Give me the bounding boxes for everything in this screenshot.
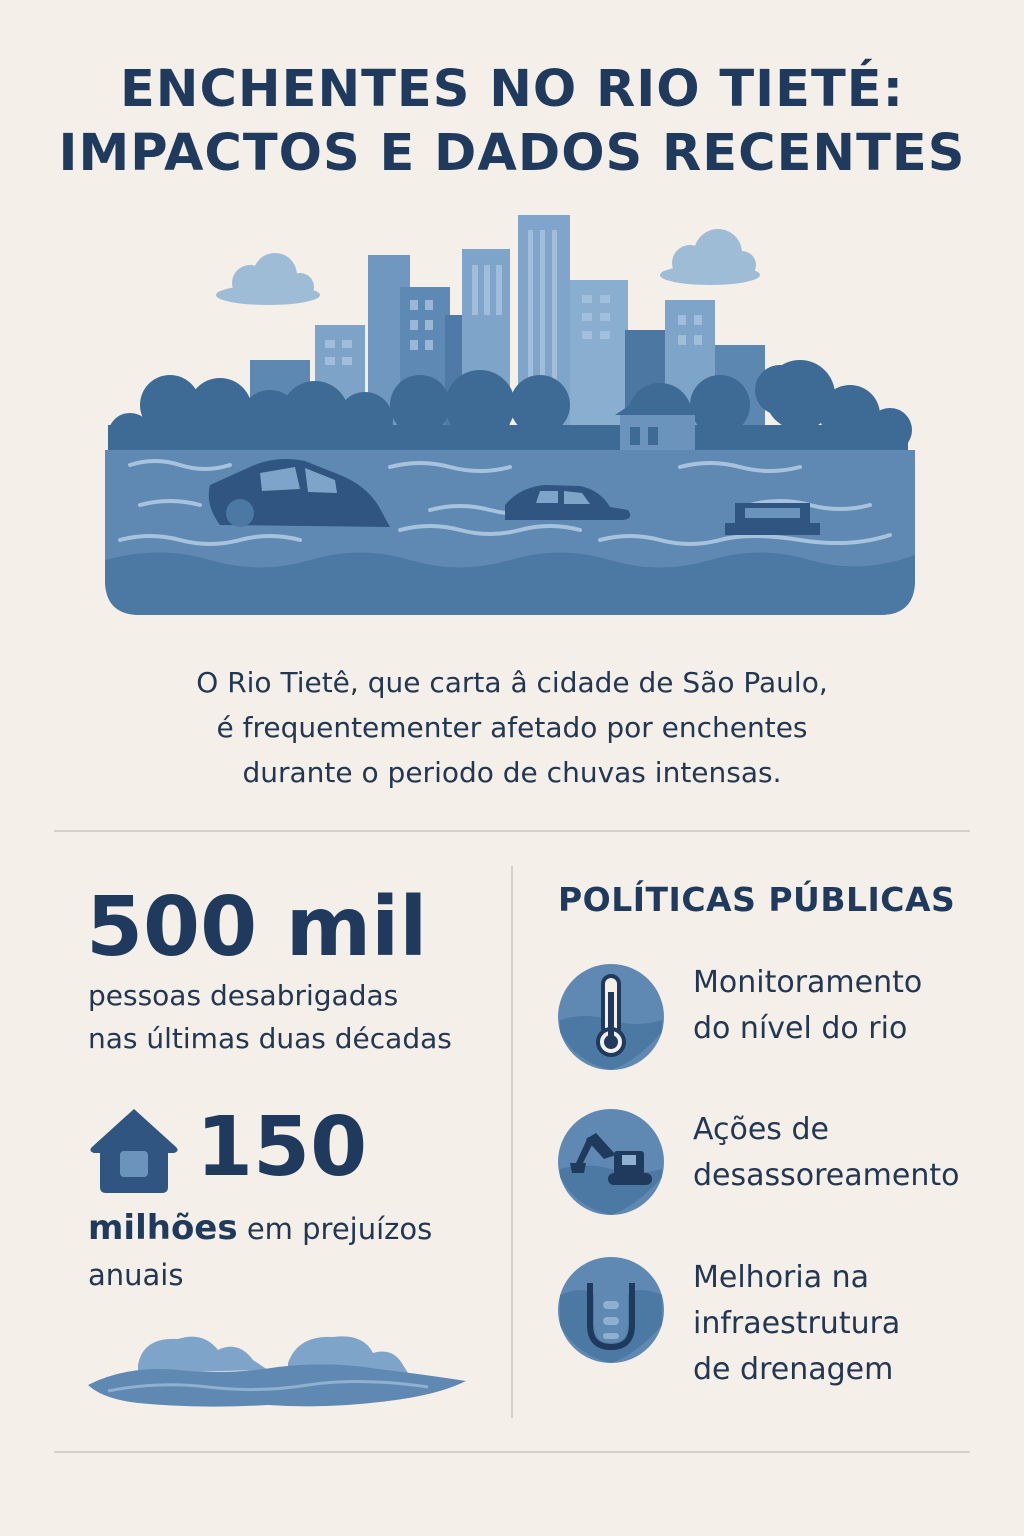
policies-title: POLÍTICAS PÚBLICAS bbox=[558, 880, 956, 919]
submerged-car-icon bbox=[208, 459, 390, 527]
losses-line-2: anuais bbox=[88, 1258, 184, 1292]
policy-item-drainage: Melhoria na infraestrutura de drenagem bbox=[556, 1255, 996, 1387]
excavator-icon bbox=[558, 1109, 664, 1215]
flooded-city-illustration bbox=[105, 215, 915, 615]
divider-top bbox=[54, 830, 970, 832]
displaced-value: 500 mil bbox=[86, 880, 428, 975]
policy-line-1: Melhoria na bbox=[693, 1260, 870, 1295]
policy-item-monitoring: Monitoramento do nível do rio bbox=[556, 962, 996, 1072]
policy-line-2: infraestrutura bbox=[693, 1306, 901, 1341]
divider-bottom bbox=[54, 1451, 970, 1453]
policy-item-dredging: Ações de desassoreamento bbox=[556, 1107, 996, 1217]
house-illustration bbox=[615, 385, 705, 455]
displaced-line-2: nas últimas duas décadas bbox=[88, 1022, 452, 1055]
policy-label: Melhoria na infraestrutura de drenagem bbox=[693, 1255, 993, 1393]
losses-text: em prejuízos bbox=[237, 1212, 433, 1246]
policy-line-2: desassoreamento bbox=[693, 1158, 960, 1193]
water-wave-icon bbox=[88, 1336, 466, 1407]
displaced-description: pessoas desabrigadas nas últimas duas dé… bbox=[88, 974, 498, 1060]
page-title: ENCHENTES NO RIO TIETÉ: IMPACTOS E DADOS… bbox=[0, 58, 1024, 186]
policy-line-1: Ações de bbox=[693, 1112, 829, 1147]
title-line-2: IMPACTOS E DADOS RECENTES bbox=[58, 124, 966, 183]
cloud-icon bbox=[216, 253, 320, 305]
intro-line-1: O Rio Tietê, que carta â cidade de São P… bbox=[196, 666, 828, 699]
house-icon bbox=[90, 1109, 178, 1193]
policy-label: Monitoramento do nível do rio bbox=[693, 960, 993, 1052]
policy-line-1: Monitoramento bbox=[693, 965, 923, 1000]
submerged-car-icon bbox=[505, 485, 631, 520]
cloud-icon bbox=[660, 229, 760, 285]
losses-unit: milhões bbox=[88, 1208, 238, 1248]
title-line-1: ENCHENTES NO RIO TIETÉ: bbox=[119, 60, 905, 119]
losses-value: 150 bbox=[196, 1100, 368, 1195]
drain-pipe-icon bbox=[558, 1257, 664, 1363]
thermometer-icon bbox=[558, 964, 664, 1070]
intro-line-2: é frequentementer afetado por enchentes bbox=[216, 711, 808, 744]
intro-paragraph: O Rio Tietê, que carta â cidade de São P… bbox=[62, 660, 962, 795]
losses-description: milhões em prejuízos anuais bbox=[88, 1205, 498, 1298]
submerged-vehicle-icon bbox=[725, 503, 820, 535]
intro-line-3: durante o periodo de chuvas intensas. bbox=[242, 756, 782, 789]
displaced-line-1: pessoas desabrigadas bbox=[88, 979, 399, 1012]
policy-line-2: do nível do rio bbox=[693, 1011, 908, 1046]
divider-vertical bbox=[511, 866, 513, 1418]
policy-label: Ações de desassoreamento bbox=[693, 1107, 993, 1199]
policy-line-3: de drenagem bbox=[693, 1352, 894, 1387]
